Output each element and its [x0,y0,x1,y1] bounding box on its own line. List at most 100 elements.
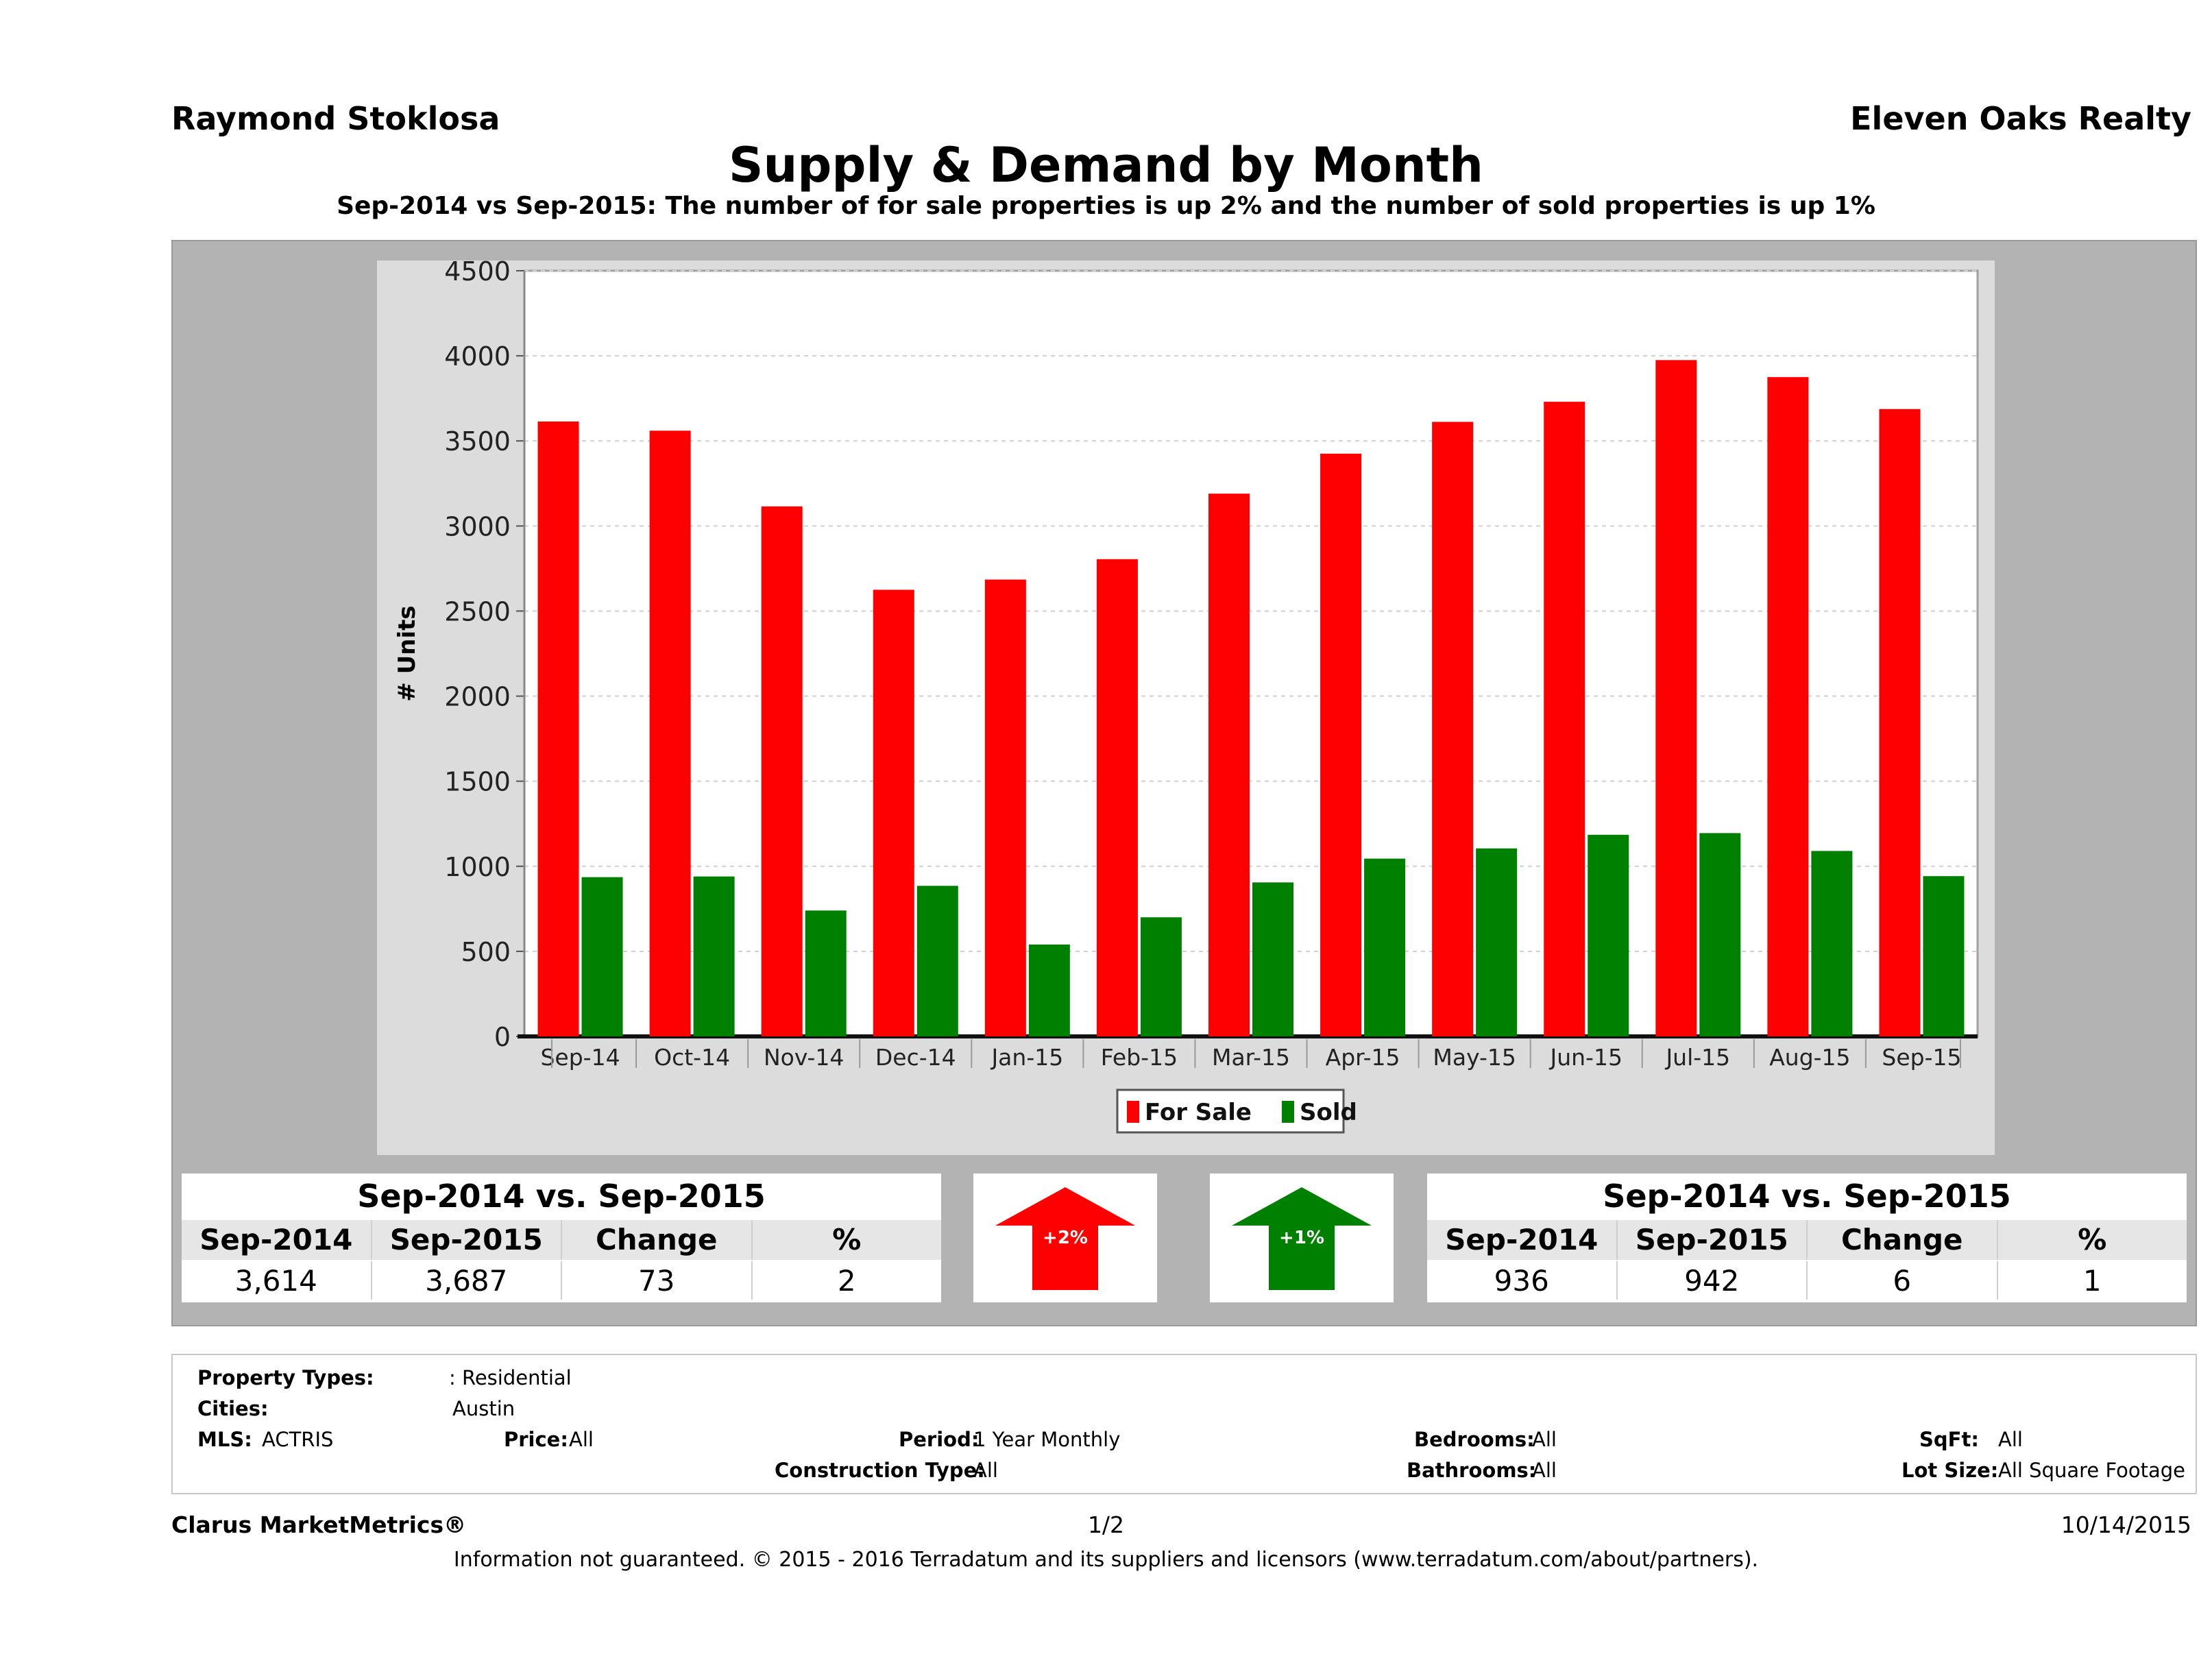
for-sale-change-arrow-box: +2% [973,1174,1157,1302]
disclaimer: Information not guaranteed. © 2015 - 201… [453,1548,1759,1572]
column-header: Sep-2015 [1618,1220,1808,1260]
lot-size-label: Lot Size: [1901,1459,1999,1482]
y-tick-label: 500 [461,937,511,967]
report-filters [171,1354,2197,1494]
bar-for-sale [649,430,691,1036]
y-tick-label: 1000 [444,852,511,882]
x-tick-label: Nov-14 [764,1044,844,1071]
agent-name: Raymond Stoklosa [171,100,500,137]
bar-for-sale [1096,559,1138,1036]
price-value: All [569,1428,594,1451]
sold-comparison-table: Sep-2014 vs. Sep-2015 Sep-2014 Sep-2015 … [1427,1174,2187,1302]
y-tick-label: 1500 [444,767,511,797]
legend-label: For Sale [1145,1099,1252,1126]
bar-sold [1028,944,1070,1036]
y-tick-label: 2000 [444,682,511,712]
sqft-label: SqFt: [1919,1428,1979,1451]
column-header: Change [1808,1220,1998,1260]
x-tick-label: Sep-15 [1882,1044,1961,1071]
bar-for-sale [1432,422,1474,1036]
bar-sold [1252,882,1293,1036]
x-tick-label: Apr-15 [1326,1044,1400,1071]
footer-brand: Clarus MarketMetrics® [171,1511,467,1538]
legend-swatch [1282,1101,1294,1123]
property-types-label: Property Types: [197,1366,374,1389]
x-tick-label: Aug-15 [1769,1044,1850,1071]
y-tick-label: 3500 [444,426,511,457]
sold-comparison-columns: Sep-2014 Sep-2015 Change % [1427,1220,2187,1260]
y-tick-label: 2500 [444,596,511,627]
lot-size-value: All Square Footage [1998,1459,2186,1482]
period-label: Period: [899,1428,980,1451]
company-name: Eleven Oaks Realty [1850,100,2191,137]
bar-sold [1588,834,1629,1036]
sold-comparison-values: 936 942 6 1 [1427,1261,2187,1300]
bar-sold [1699,833,1741,1036]
construction-type-label: Construction Type: [775,1459,985,1482]
page-title: Supply & Demand by Month [729,137,1483,193]
mls-label: MLS: [197,1428,252,1451]
column-header: Sep-2014 [1427,1220,1618,1260]
bar-for-sale [1879,409,1921,1036]
bedrooms-label: Bedrooms: [1414,1428,1535,1451]
price-label: Price: [504,1428,568,1451]
up-arrow-icon: +1% [1232,1187,1372,1290]
bar-sold [1364,858,1406,1036]
for-sale-change-label: +2% [1043,1228,1088,1248]
bar-for-sale [1767,377,1809,1036]
report-date: 10/14/2015 [2061,1511,2191,1538]
sold-change-arrow-box: +1% [1210,1174,1394,1302]
legend-swatch [1127,1101,1139,1123]
bar-for-sale [537,421,579,1036]
for-sale-comparison-values: 3,614 3,687 73 2 [182,1261,941,1300]
table-cell: 3,614 [182,1261,372,1300]
bar-for-sale [1208,494,1250,1036]
x-tick-label: Jan-15 [990,1044,1063,1071]
column-header: % [2078,1223,2107,1256]
bar-sold [1811,851,1853,1036]
construction-type-value: All [973,1459,998,1482]
legend [1116,1089,1345,1134]
bar-sold [805,910,847,1036]
table-cell: 3,687 [372,1261,562,1300]
bathrooms-value: All [1532,1459,1557,1482]
bar-for-sale [1320,453,1362,1036]
bar-sold [581,877,623,1036]
bar-sold [693,876,735,1036]
x-tick-label: Dec-14 [875,1044,956,1071]
table-cell: 1 [2082,1264,2102,1298]
for-sale-comparison-heading: Sep-2014 vs. Sep-2015 [357,1178,766,1215]
x-tick-label: Mar-15 [1212,1044,1290,1071]
x-tick-label: May-15 [1433,1044,1516,1071]
bar-for-sale [873,589,914,1036]
bar-sold [1476,848,1518,1036]
supply-demand-chart: 0 500 1000 1500 2000 2500 3000 3500 4000 4500 # Un… [393,260,1979,1134]
plot-area [523,269,1979,1038]
column-header: Sep-2014 [182,1220,372,1260]
x-tick-label: Feb-15 [1101,1044,1178,1071]
table-cell: 2 [837,1264,856,1298]
for-sale-comparison-columns: Sep-2014 Sep-2015 Change % [182,1220,941,1260]
x-tick-label: Jun-15 [1548,1044,1622,1071]
bathrooms-label: Bathrooms: [1407,1459,1537,1482]
table-cell: 73 [562,1261,753,1300]
bar-sold [1140,917,1182,1036]
sold-change-label: +1% [1279,1228,1324,1248]
table-cell: 942 [1618,1261,1808,1300]
for-sale-comparison-table: Sep-2014 vs. Sep-2015 Sep-2014 Sep-2015 … [182,1174,941,1302]
sqft-value: All [1998,1428,2023,1451]
table-cell: 936 [1427,1261,1618,1300]
bar-for-sale [1544,402,1585,1036]
column-header: % [832,1223,862,1256]
y-tick-label: 4000 [444,341,511,372]
cities-label: Cities: [197,1397,269,1420]
bar-sold [916,886,958,1036]
y-tick-label: 3000 [444,511,511,542]
cities-value: Austin [452,1397,515,1420]
bar-for-sale [984,579,1026,1036]
x-tick-label: Sep-14 [540,1044,620,1071]
x-tick-label: Jul-15 [1664,1044,1730,1071]
property-types-value: : Residential [449,1366,572,1389]
column-header: Change [562,1220,753,1260]
bedrooms-value: All [1532,1428,1557,1451]
